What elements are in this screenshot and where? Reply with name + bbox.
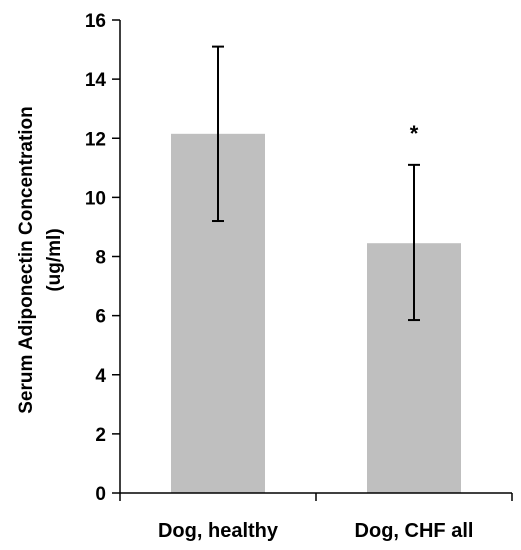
significance-marker-2: * [410, 121, 419, 146]
x-tick-label-1: Dog, healthy [158, 520, 279, 542]
y-tick-label-6: 6 [95, 307, 106, 328]
x-tick-label-2: Dog, CHF all [355, 520, 474, 542]
y-tick-label-10: 10 [85, 188, 106, 209]
y-tick-label-12: 12 [85, 129, 106, 150]
y-axis-label-line-1: Serum Adiponectin Concentration [16, 106, 37, 414]
y-tick-label-2: 2 [95, 425, 106, 446]
y-tick-label-16: 16 [85, 11, 106, 32]
y-tick-label-4: 4 [95, 366, 106, 387]
y-tick-label-8: 8 [95, 248, 106, 269]
y-axis-label: Serum Adiponectin Concentration (ug/ml) [16, 106, 65, 414]
y-tick-label-14: 14 [85, 70, 107, 91]
plot-area: 0 2 4 6 8 10 12 14 16 Dog, healthy Dog, CHF all * [85, 11, 513, 542]
y-tick-label-0: 0 [95, 484, 106, 505]
y-axis-label-line-2: (ug/ml) [44, 228, 65, 291]
